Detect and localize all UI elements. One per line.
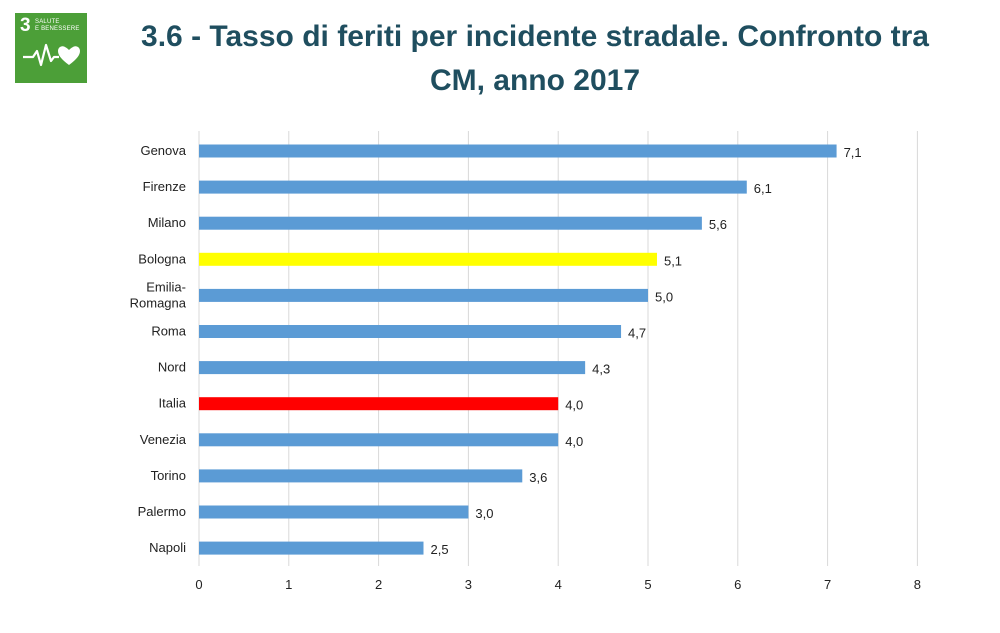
- data-label: 4,7: [628, 326, 646, 341]
- bar: [199, 433, 559, 447]
- category-label: Torino: [151, 468, 186, 483]
- sdg-text: SALUTE E BENESSERE: [35, 19, 80, 33]
- data-label: 7,1: [844, 145, 862, 160]
- sdg-text-line1: SALUTE: [35, 19, 60, 25]
- sdg-text-line2: E BENESSERE: [35, 26, 80, 32]
- bar: [199, 397, 559, 411]
- x-tick-label: 8: [914, 577, 921, 592]
- data-label: 5,0: [655, 289, 673, 304]
- bar: [199, 252, 657, 266]
- x-tick-label: 5: [644, 577, 651, 592]
- data-label: 6,1: [754, 181, 772, 196]
- title-line2: CM, anno 2017: [429, 64, 641, 97]
- bar: [199, 325, 622, 338]
- data-label: 2,5: [431, 542, 449, 557]
- bar: [199, 288, 648, 302]
- data-label: 5,1: [664, 253, 682, 268]
- data-label: 4,3: [592, 362, 610, 377]
- bar: [199, 144, 837, 158]
- sdg-badge: 3 SALUTE E BENESSERE: [15, 13, 87, 83]
- data-label: 4,0: [565, 398, 583, 413]
- category-label: Milano: [148, 215, 186, 230]
- x-tick-label: 7: [824, 577, 831, 592]
- bar: [199, 180, 747, 194]
- category-label: Venezia: [140, 432, 187, 447]
- data-label: 3,0: [475, 506, 493, 521]
- data-label: 5,6: [709, 217, 727, 232]
- category-label: Italia: [159, 396, 187, 411]
- title-line1: 3.6 - Tasso di feriti per incidente stra…: [141, 20, 929, 53]
- category-label: Nord: [158, 360, 186, 375]
- category-label: Genova: [140, 143, 186, 158]
- category-label: Bologna: [138, 251, 186, 266]
- x-tick-label: 1: [285, 577, 292, 592]
- page-title: 3.6 - Tasso di feriti per incidente stra…: [95, 15, 975, 103]
- x-tick-label: 4: [555, 577, 562, 592]
- bar: [199, 541, 424, 555]
- category-label: Napoli: [149, 540, 186, 555]
- x-tick-label: 2: [375, 577, 382, 592]
- bar: [199, 505, 469, 519]
- category-label: Emilia-Romagna: [130, 279, 187, 310]
- category-label: Palermo: [138, 504, 186, 519]
- heartbeat-heart-icon: [23, 43, 80, 67]
- bar: [199, 361, 586, 375]
- x-tick-label: 3: [465, 577, 472, 592]
- bar: [199, 469, 523, 483]
- x-tick-label: 0: [195, 577, 202, 592]
- data-label: 3,6: [529, 470, 547, 485]
- data-label: 4,0: [565, 434, 583, 449]
- sdg-number: 3: [20, 15, 31, 36]
- x-tick-label: 6: [734, 577, 741, 592]
- bar: [199, 216, 702, 230]
- category-label: Firenze: [143, 179, 186, 194]
- category-label: Roma: [151, 324, 186, 339]
